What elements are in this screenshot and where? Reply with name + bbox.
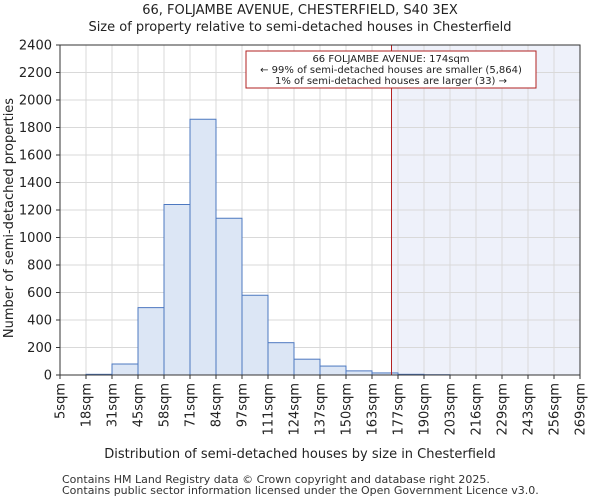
x-tick-label: 256sqm — [548, 383, 563, 436]
x-tick-label: 203sqm — [444, 383, 459, 436]
annotation-line2: ← 99% of semi-detached houses are smalle… — [260, 65, 522, 76]
footer-line2: Contains public sector information licen… — [62, 484, 539, 497]
x-tick-label: 97sqm — [236, 383, 251, 427]
annotation-line3: 1% of semi-detached houses are larger (3… — [275, 76, 507, 87]
y-tick-label: 200 — [27, 341, 52, 356]
y-tick-label: 2400 — [19, 39, 52, 54]
histogram-bar — [345, 370, 373, 376]
x-tick-label: 71sqm — [184, 383, 199, 427]
x-tick-label: 150sqm — [340, 383, 355, 436]
x-tick-label: 243sqm — [522, 383, 537, 436]
y-tick-label: 2200 — [19, 66, 52, 81]
x-tick-label: 58sqm — [158, 383, 173, 427]
histogram-bar — [215, 217, 243, 376]
histogram-bar — [293, 358, 321, 376]
chart-title-line2: Size of property relative to semi-detach… — [88, 20, 511, 35]
x-tick-label: 45sqm — [132, 383, 147, 427]
histogram-bar — [267, 342, 295, 376]
x-tick-label: 111sqm — [262, 383, 277, 436]
x-tick-label: 137sqm — [314, 383, 329, 436]
x-tick-label: 5sqm — [54, 383, 69, 419]
y-tick-label: 0 — [44, 369, 52, 384]
histogram-bar — [241, 294, 269, 376]
y-tick-label: 800 — [27, 259, 52, 274]
marker-annotation: 66 FOLJAMBE AVENUE: 174sqm ← 99% of semi… — [245, 50, 537, 89]
x-tick-label: 18sqm — [80, 383, 95, 427]
footer-line1: Contains HM Land Registry data © Crown c… — [62, 473, 490, 486]
y-tick-label: 1200 — [19, 204, 52, 219]
y-axis-label: Number of semi-detached properties — [2, 98, 17, 338]
x-tick-label: 177sqm — [392, 383, 407, 436]
x-tick-label: 190sqm — [418, 383, 433, 436]
histogram-bar — [111, 363, 139, 376]
x-tick-label: 163sqm — [366, 383, 381, 436]
y-tick-label: 1400 — [19, 176, 52, 191]
y-tick-label: 1600 — [19, 149, 52, 164]
x-tick-label: 216sqm — [470, 383, 485, 436]
y-tick-label: 400 — [27, 314, 52, 329]
y-tick-label: 2000 — [19, 94, 52, 109]
histogram-bar — [189, 118, 217, 376]
x-tick-label: 84sqm — [210, 383, 225, 427]
x-tick-label: 31sqm — [106, 383, 121, 427]
y-tick-label: 1000 — [19, 231, 52, 246]
annotation-line1: 66 FOLJAMBE AVENUE: 174sqm — [312, 54, 469, 65]
histogram-bar — [137, 307, 165, 376]
x-tick-label: 269sqm — [574, 383, 589, 436]
chart-title-line1: 66, FOLJAMBE AVENUE, CHESTERFIELD, S40 3… — [142, 3, 458, 18]
x-axis-label: Distribution of semi-detached houses by … — [104, 447, 496, 462]
annotation-box — [245, 50, 537, 89]
y-tick-label: 600 — [27, 286, 52, 301]
x-tick-label: 124sqm — [288, 383, 303, 436]
x-tick-label: 229sqm — [496, 383, 511, 436]
y-tick-label: 1800 — [19, 121, 52, 136]
histogram-bar — [163, 204, 191, 376]
histogram-bar — [319, 365, 347, 376]
